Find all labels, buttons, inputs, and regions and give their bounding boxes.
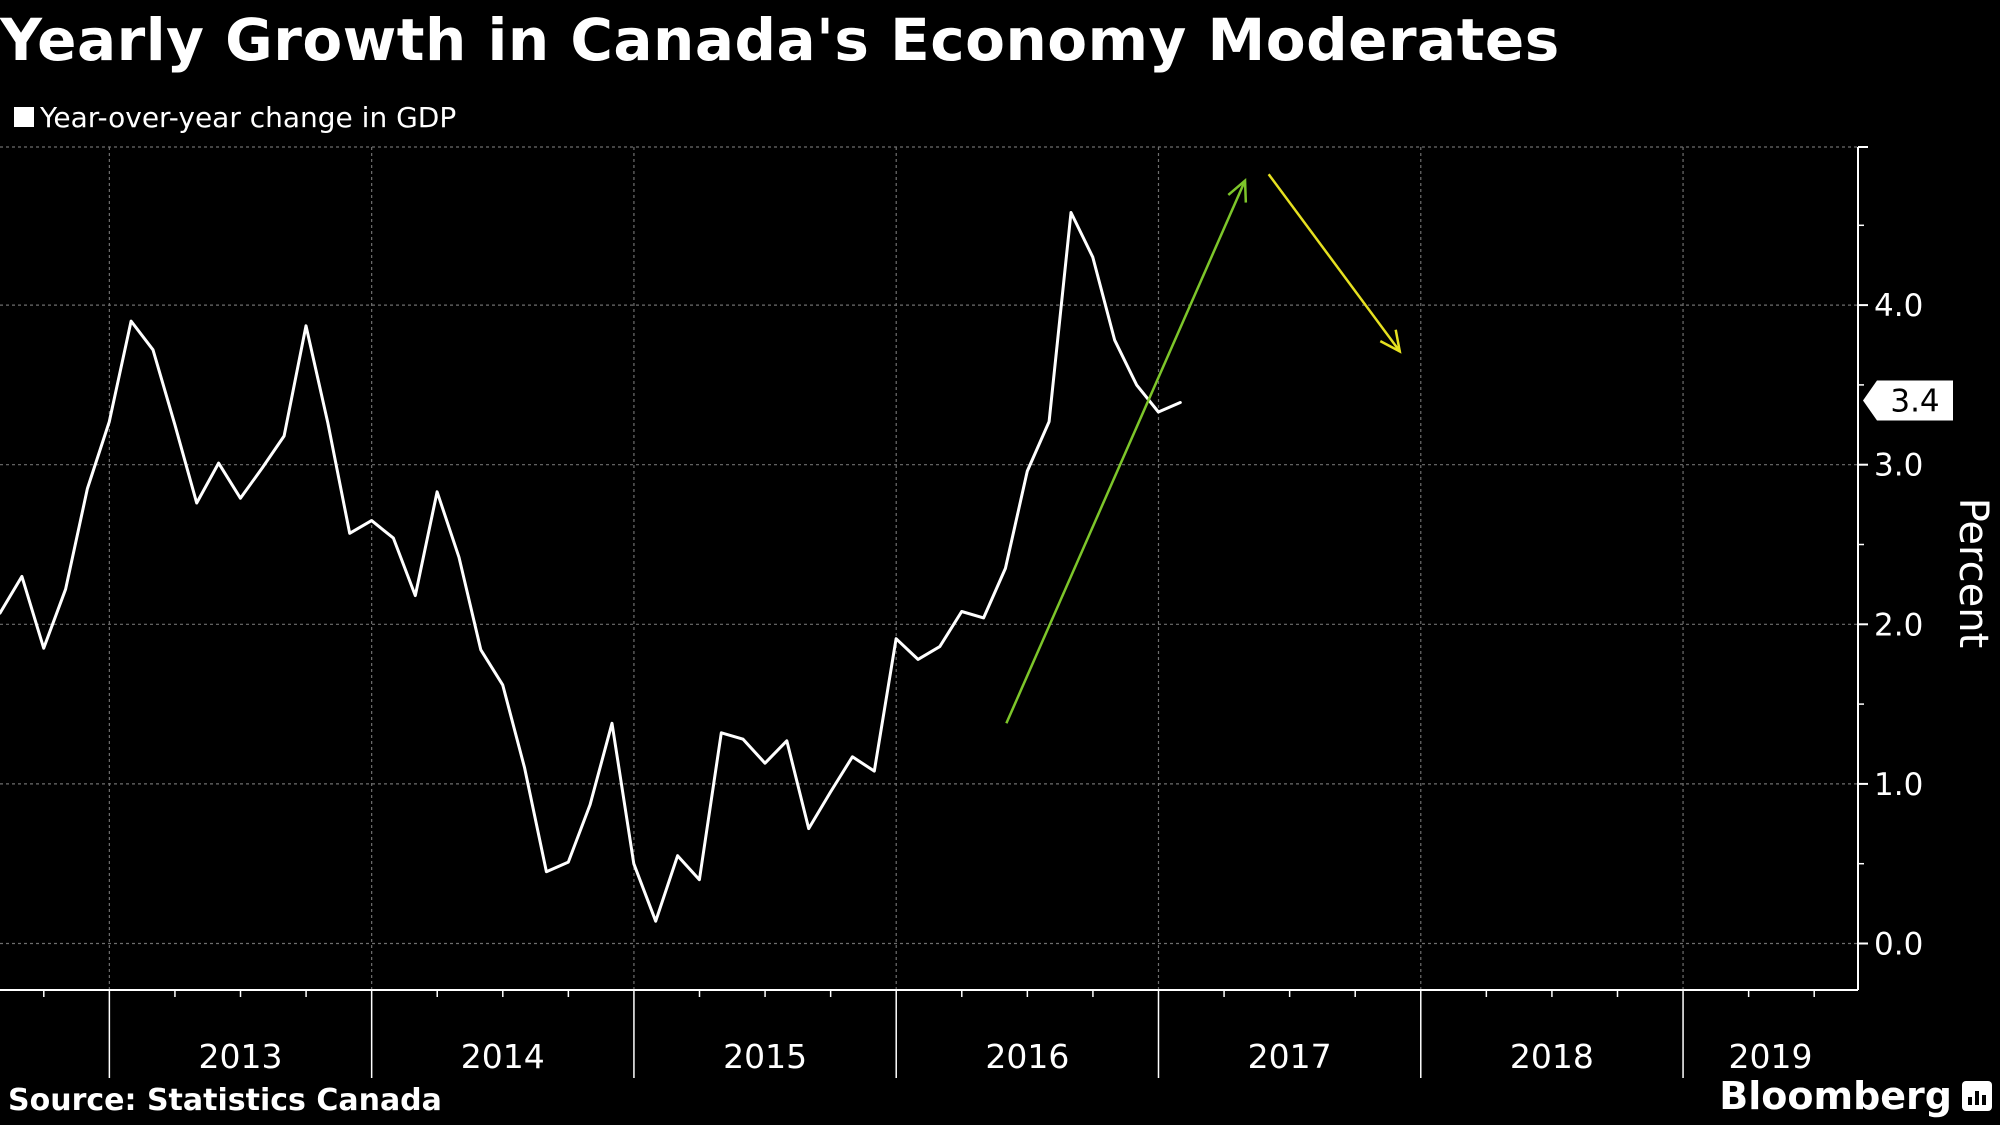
legend-swatch (14, 107, 34, 127)
data-point (1179, 401, 1182, 404)
bloomberg-logo-icon (1962, 1081, 1992, 1111)
downtrend-arrow-shaft (1267, 173, 1401, 353)
data-point (370, 519, 373, 522)
data-point (304, 324, 307, 327)
data-point (173, 423, 176, 426)
legend: Year-over-year change in GDP (14, 100, 456, 134)
last-value-tag (1863, 380, 1953, 421)
data-point (785, 739, 788, 742)
bloomberg-brand: Bloomberg (1719, 1074, 1992, 1118)
y-tick-label-1.0: 1.0 (1874, 767, 1923, 803)
data-point (1157, 411, 1160, 414)
data-point (654, 920, 657, 923)
x-tick-label-2018: 2018 (1510, 1037, 1594, 1076)
data-point (108, 420, 111, 423)
data-point (86, 487, 89, 490)
data-point (895, 637, 898, 640)
data-point (1026, 470, 1029, 473)
data-point (610, 722, 613, 725)
data-point (1091, 256, 1094, 259)
uptrend-arrow-shaft (1005, 180, 1247, 724)
data-point (873, 770, 876, 773)
data-point (676, 854, 679, 857)
data-point (1069, 211, 1072, 214)
data-point (763, 762, 766, 765)
y-tick-label-4.0: 4.0 (1874, 288, 1923, 324)
x-tick-label-2017: 2017 (1248, 1037, 1332, 1076)
data-point (326, 422, 329, 425)
data-point (64, 588, 67, 591)
y-axis-title: Percent (1950, 498, 1996, 649)
data-point (567, 861, 570, 864)
data-point (807, 827, 810, 830)
data-point (698, 878, 701, 881)
x-tick-label-2019: 2019 (1729, 1037, 1813, 1076)
x-tick-label-2015: 2015 (723, 1037, 807, 1076)
data-point (261, 466, 264, 469)
data-point (523, 766, 526, 769)
y-tick-label-2.0: 2.0 (1874, 607, 1923, 643)
data-point (348, 532, 351, 535)
data-point (436, 490, 439, 493)
data-point (916, 658, 919, 661)
series-line-gdp (0, 211, 1182, 923)
data-point (20, 575, 23, 578)
data-point (414, 594, 417, 597)
legend-label: Year-over-year change in GDP (40, 100, 457, 134)
data-point (479, 648, 482, 651)
source-note: Source: Statistics Canada (8, 1083, 442, 1118)
data-point (130, 320, 133, 323)
data-point (960, 610, 963, 613)
x-tick-label-2014: 2014 (461, 1037, 545, 1076)
data-point (283, 434, 286, 437)
data-point (457, 556, 460, 559)
data-point (217, 462, 220, 465)
y-tick-label-0.0: 0.0 (1874, 927, 1923, 963)
data-point (151, 348, 154, 351)
data-point (1004, 567, 1007, 570)
data-point (632, 862, 635, 865)
data-point (982, 616, 985, 619)
data-point (720, 731, 723, 734)
brand-name: Bloomberg (1719, 1074, 1952, 1118)
data-point (42, 647, 45, 650)
x-tick-label-2016: 2016 (985, 1037, 1069, 1076)
data-point (851, 755, 854, 758)
last-value-label: 3.4 (1890, 383, 1939, 419)
data-point (239, 497, 242, 500)
data-point (742, 738, 745, 741)
data-point (1135, 383, 1138, 386)
data-point (829, 790, 832, 793)
y-tick-label-3.0: 3.0 (1874, 448, 1923, 484)
downtrend-arrow-head (1379, 329, 1402, 354)
data-point (501, 683, 504, 686)
data-point (1048, 420, 1051, 423)
data-point (195, 502, 198, 505)
data-point (938, 645, 941, 648)
data-point (1113, 339, 1116, 342)
chart-title: Yearly Growth in Canada's Economy Modera… (0, 6, 1560, 74)
data-point (545, 870, 548, 873)
data-point (392, 537, 395, 540)
x-tick-label-2013: 2013 (199, 1037, 283, 1076)
data-point (589, 803, 592, 806)
uptrend-arrow-head (1227, 177, 1248, 203)
